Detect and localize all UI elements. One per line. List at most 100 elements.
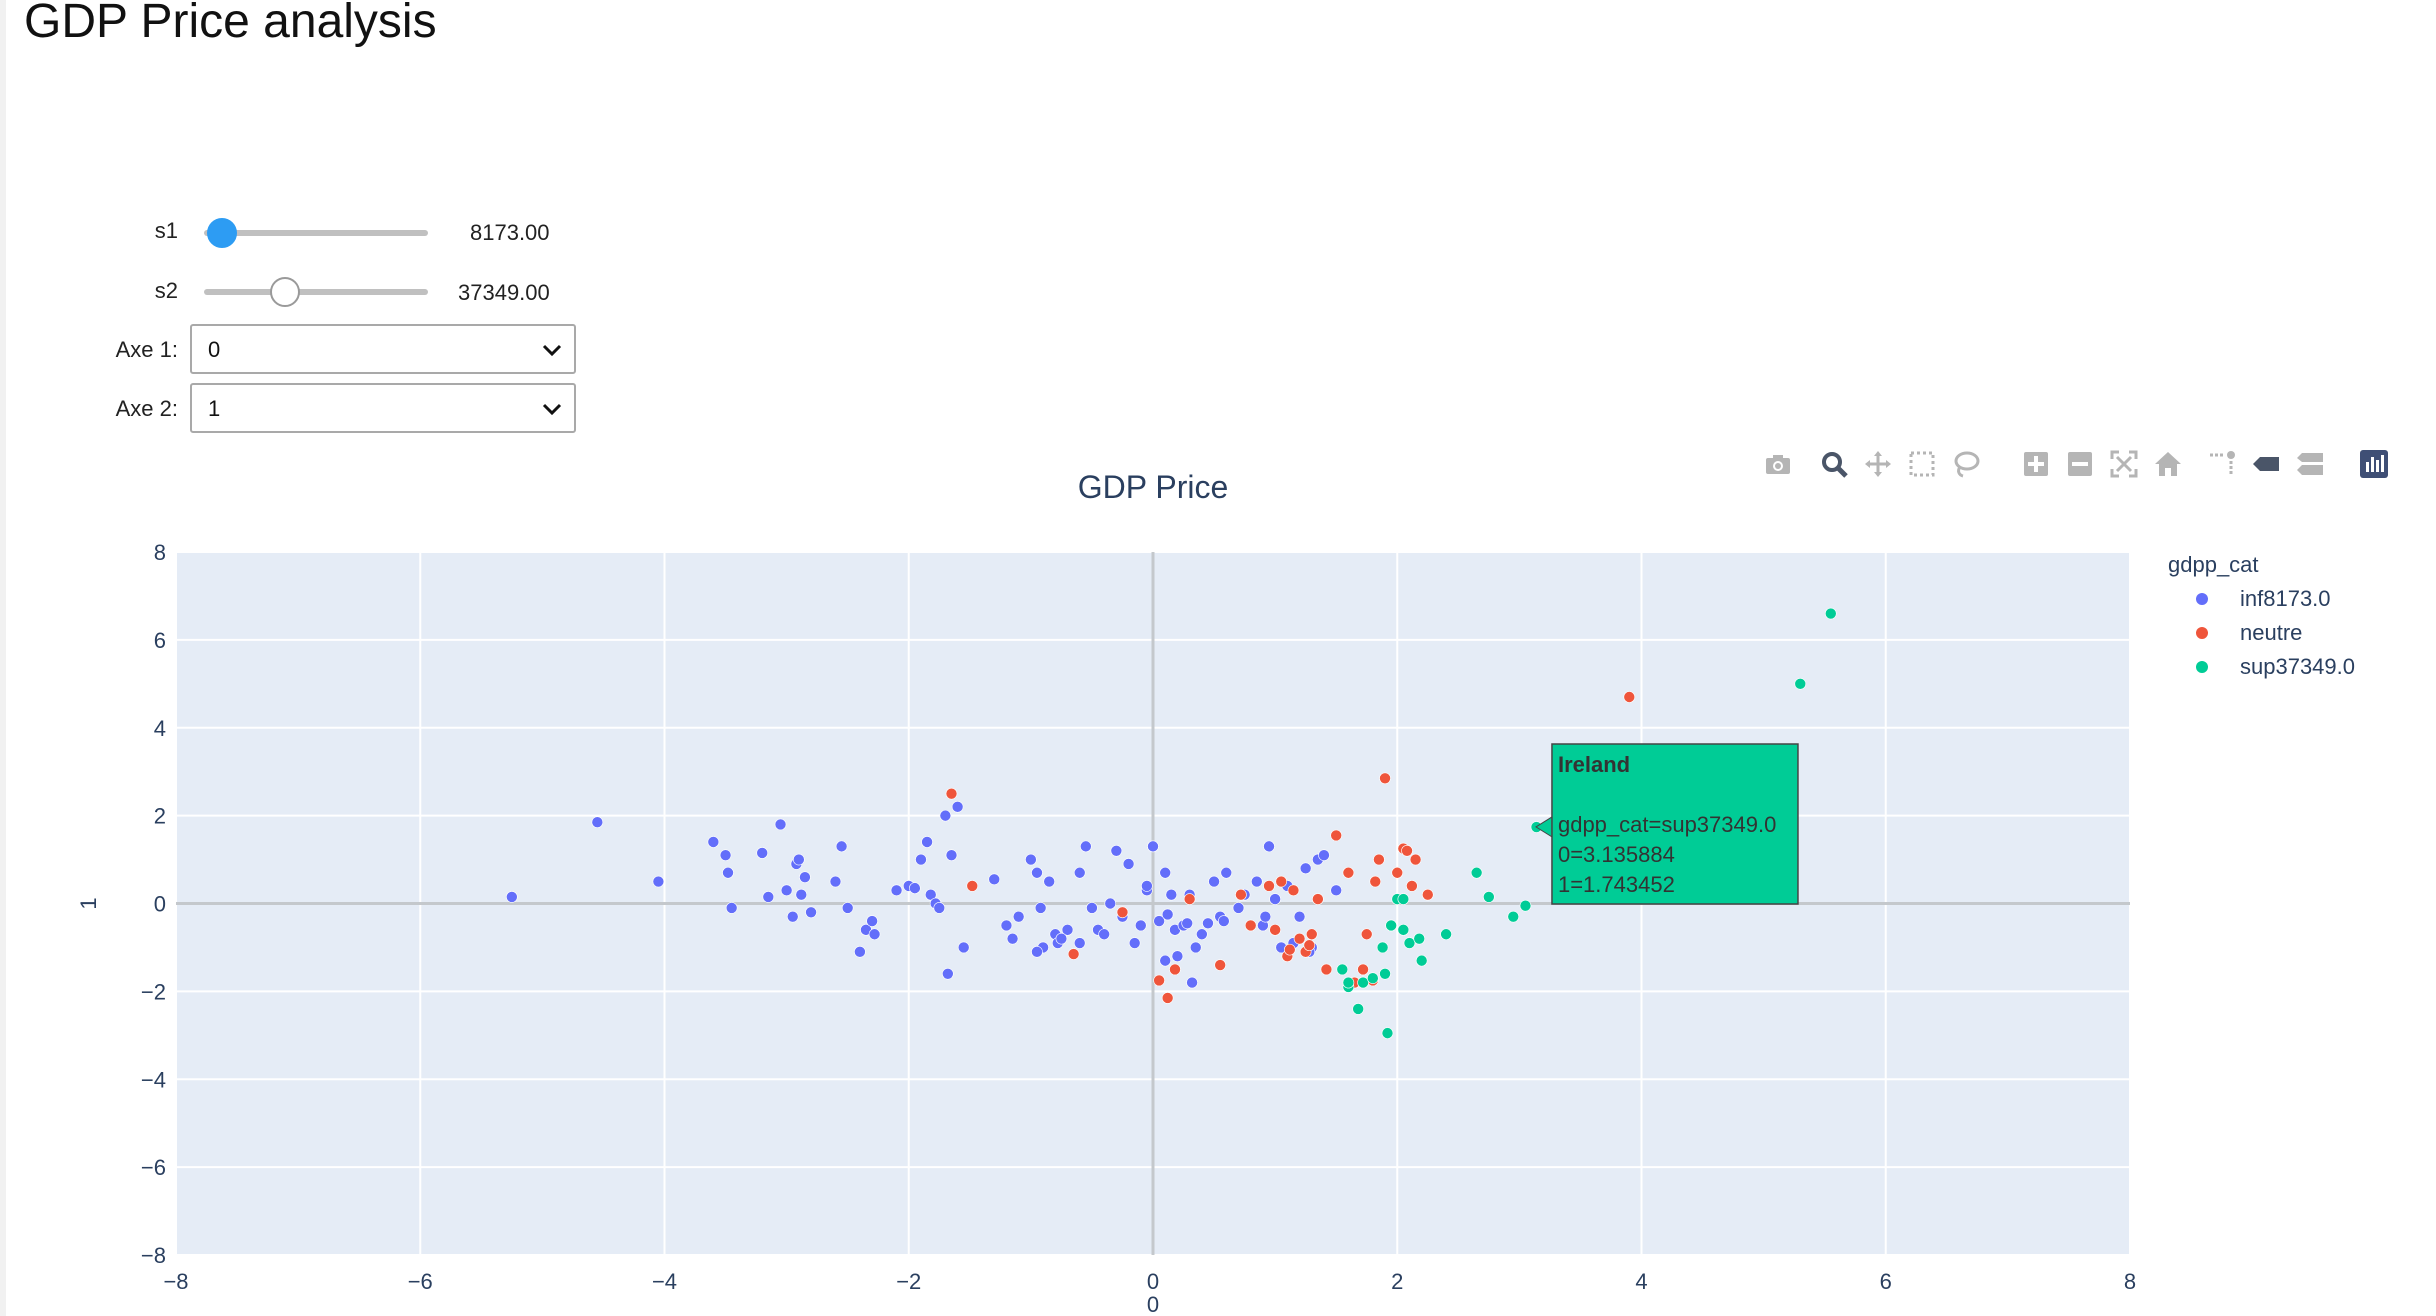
data-point[interactable] <box>1336 963 1349 976</box>
data-point[interactable] <box>1110 844 1123 857</box>
data-point[interactable] <box>1153 915 1165 927</box>
data-point[interactable] <box>945 849 958 861</box>
zoom-out-icon[interactable] <box>2062 446 2098 482</box>
data-point[interactable] <box>1141 880 1153 892</box>
data-point[interactable] <box>1507 910 1520 923</box>
data-point[interactable] <box>1283 943 1296 956</box>
hover-closest-icon[interactable] <box>2248 446 2284 482</box>
data-point[interactable] <box>795 888 808 901</box>
data-point[interactable] <box>945 787 958 800</box>
s2-slider-handle[interactable] <box>269 277 300 307</box>
data-point[interactable] <box>1220 866 1233 879</box>
data-point[interactable] <box>1269 924 1281 936</box>
data-point[interactable] <box>1128 937 1141 949</box>
data-point[interactable] <box>1318 849 1330 861</box>
data-point[interactable] <box>652 875 665 888</box>
zoom-in-icon[interactable] <box>2018 446 2054 482</box>
data-point[interactable] <box>921 836 933 848</box>
legend-item[interactable]: inf8173.0 <box>2196 586 2331 611</box>
data-point[interactable] <box>1519 899 1532 912</box>
data-point[interactable] <box>1421 888 1434 901</box>
data-point[interactable] <box>1440 928 1452 941</box>
data-point[interactable] <box>909 882 921 894</box>
data-point[interactable] <box>1385 919 1397 932</box>
data-point[interactable] <box>799 871 811 883</box>
data-point[interactable] <box>1183 893 1196 905</box>
data-point[interactable] <box>1330 884 1342 897</box>
data-point[interactable] <box>1312 893 1324 905</box>
lasso-select-icon[interactable] <box>1948 446 1984 482</box>
data-point[interactable] <box>1373 853 1385 866</box>
data-point[interactable] <box>1067 948 1080 960</box>
data-point[interactable] <box>725 902 738 914</box>
data-point[interactable] <box>707 836 720 848</box>
data-point[interactable] <box>1196 928 1208 941</box>
data-point[interactable] <box>1218 915 1230 927</box>
data-point[interactable] <box>1483 891 1495 903</box>
data-point[interactable] <box>1360 928 1373 941</box>
autoscale-icon[interactable] <box>2106 446 2142 482</box>
data-point[interactable] <box>841 902 854 914</box>
data-point[interactable] <box>1055 932 1068 945</box>
data-point[interactable] <box>1006 932 1019 945</box>
pan-icon[interactable] <box>1860 446 1896 482</box>
data-point[interactable] <box>966 880 979 892</box>
hover-compare-icon[interactable] <box>2292 446 2328 482</box>
data-point[interactable] <box>1159 954 1172 967</box>
data-point[interactable] <box>506 891 518 903</box>
camera-icon[interactable] <box>1760 446 1796 482</box>
data-point[interactable] <box>915 853 927 866</box>
data-point[interactable] <box>1061 924 1074 936</box>
data-point[interactable] <box>890 884 903 897</box>
data-point[interactable] <box>1269 893 1281 905</box>
data-point[interactable] <box>1397 893 1410 905</box>
data-point[interactable] <box>780 884 793 897</box>
data-point[interactable] <box>1086 902 1098 914</box>
data-point[interactable] <box>1381 1027 1394 1039</box>
data-point[interactable] <box>1376 941 1389 954</box>
data-point[interactable] <box>1293 932 1306 945</box>
data-point[interactable] <box>1171 950 1184 963</box>
data-point[interactable] <box>1320 963 1333 976</box>
data-point[interactable] <box>1214 959 1226 971</box>
data-point[interactable] <box>939 809 952 822</box>
data-point[interactable] <box>1287 884 1300 897</box>
data-point[interactable] <box>805 906 817 919</box>
data-point[interactable] <box>1794 678 1807 690</box>
data-point[interactable] <box>1073 937 1086 949</box>
data-point[interactable] <box>1034 902 1047 914</box>
data-point[interactable] <box>866 915 878 927</box>
data-point[interactable] <box>793 853 805 866</box>
data-point[interactable] <box>1235 888 1247 901</box>
data-point[interactable] <box>1305 928 1318 941</box>
axe2-select[interactable]: 1 <box>190 383 576 433</box>
data-point[interactable] <box>1397 924 1410 936</box>
data-point[interactable] <box>1352 1003 1364 1015</box>
data-point[interactable] <box>1330 829 1342 842</box>
data-point[interactable] <box>829 875 842 888</box>
data-point[interactable] <box>1181 917 1193 930</box>
data-point[interactable] <box>1379 967 1391 980</box>
data-point[interactable] <box>1263 840 1275 853</box>
data-point[interactable] <box>1403 937 1416 949</box>
data-point[interactable] <box>762 891 775 903</box>
data-point[interactable] <box>1263 880 1275 892</box>
data-point[interactable] <box>1031 946 1043 958</box>
data-point[interactable] <box>1470 866 1483 879</box>
data-point[interactable] <box>1159 866 1172 879</box>
data-point[interactable] <box>957 941 970 954</box>
data-point[interactable] <box>1134 919 1147 932</box>
data-point[interactable] <box>1367 972 1379 984</box>
data-point[interactable] <box>1379 772 1391 785</box>
data-point[interactable] <box>1012 910 1025 923</box>
data-point[interactable] <box>1303 939 1316 952</box>
zoom-icon[interactable] <box>1816 446 1852 482</box>
axe1-select[interactable]: 0 <box>190 324 576 374</box>
data-point[interactable] <box>1031 866 1043 879</box>
data-point[interactable] <box>1623 691 1636 703</box>
data-point[interactable] <box>1073 866 1086 879</box>
data-point[interactable] <box>933 902 946 914</box>
data-point[interactable] <box>786 910 799 923</box>
data-point[interactable] <box>756 847 769 859</box>
